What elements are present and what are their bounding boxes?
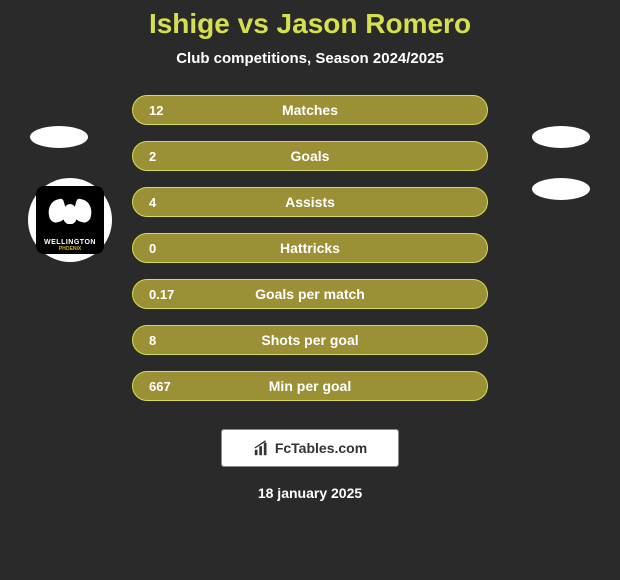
stats-area: 12 Matches 2 Goals 4 Assists 0 Hattricks… <box>132 95 488 401</box>
stat-label: Assists <box>285 194 335 210</box>
chart-icon <box>253 439 271 457</box>
stat-row-goals-per-match: 0.17 Goals per match <box>132 279 488 309</box>
stat-label: Min per goal <box>269 378 351 394</box>
phoenix-icon <box>48 196 92 236</box>
stat-row-matches: 12 Matches <box>132 95 488 125</box>
stat-row-min-per-goal: 667 Min per goal <box>132 371 488 401</box>
stat-row-hattricks: 0 Hattricks <box>132 233 488 263</box>
date-text: 18 january 2025 <box>258 485 362 501</box>
footer-brand-badge[interactable]: FcTables.com <box>221 429 399 467</box>
stat-value: 2 <box>149 149 156 164</box>
stat-label: Goals per match <box>255 286 365 302</box>
stat-row-shots-per-goal: 8 Shots per goal <box>132 325 488 355</box>
placeholder-ellipse-right-2 <box>532 178 590 200</box>
team-logo: WELLINGTON PHOENIX <box>28 178 112 262</box>
stat-value: 12 <box>149 103 163 118</box>
page-title: Ishige vs Jason Romero <box>149 8 471 40</box>
placeholder-ellipse-right-1 <box>532 126 590 148</box>
stat-label: Shots per goal <box>261 332 358 348</box>
stat-row-assists: 4 Assists <box>132 187 488 217</box>
placeholder-ellipse-left <box>30 126 88 148</box>
stat-value: 0 <box>149 241 156 256</box>
team-logo-subtext: PHOENIX <box>59 246 82 252</box>
stat-label: Hattricks <box>280 240 340 256</box>
team-logo-text: WELLINGTON <box>44 239 96 246</box>
stat-label: Matches <box>282 102 338 118</box>
main-container: Ishige vs Jason Romero Club competitions… <box>0 0 620 580</box>
stat-label: Goals <box>291 148 330 164</box>
team-logo-badge: WELLINGTON PHOENIX <box>36 186 104 254</box>
stat-row-goals: 2 Goals <box>132 141 488 171</box>
stat-value: 667 <box>149 379 171 394</box>
stat-value: 8 <box>149 333 156 348</box>
stat-value: 0.17 <box>149 287 174 302</box>
page-subtitle: Club competitions, Season 2024/2025 <box>176 50 444 67</box>
stat-value: 4 <box>149 195 156 210</box>
footer-brand-text: FcTables.com <box>275 440 367 456</box>
